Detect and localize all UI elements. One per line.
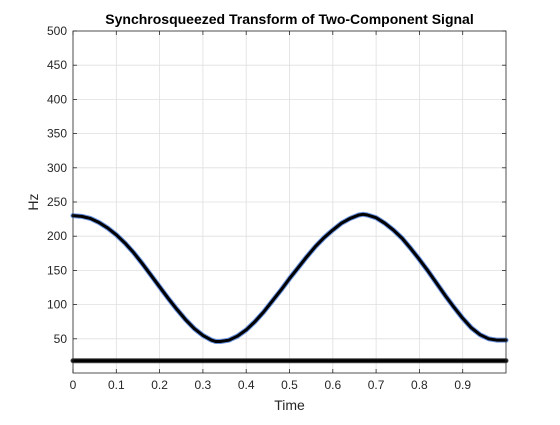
x-tick-label: 0.4 [238,378,255,392]
y-tick-label: 200 [47,229,67,243]
x-tick-label: 0.8 [411,378,428,392]
x-tick-label: 0.6 [324,378,341,392]
y-tick-label: 150 [47,263,67,277]
x-tick-label: 0.3 [195,378,212,392]
y-tick-label: 50 [54,332,68,346]
x-tick-label: 0.2 [151,378,168,392]
x-tick-label: 0 [70,378,77,392]
y-tick-label: 450 [47,58,67,72]
y-tick-label: 300 [47,161,67,175]
x-tick-label: 0.9 [454,378,471,392]
y-tick-label: 350 [47,127,67,141]
ticks: 0 0.1 0.2 0.3 0.4 0.5 0.6 0.7 0.8 0.9 50 100 150 200 2… [47,24,506,392]
y-tick-label: 250 [47,195,67,209]
x-tick-label: 0.5 [281,378,298,392]
y-tick-label: 500 [47,24,67,38]
series-layer [70,211,509,364]
y-axis-label: Hz [25,193,41,210]
y-tick-label: 100 [47,298,67,312]
x-tick-label: 0.1 [108,378,125,392]
y-tick-label: 400 [47,92,67,106]
x-tick-label: 0.7 [368,378,385,392]
chart-title: Synchrosqueezed Transform of Two-Compone… [105,11,473,27]
x-axis-label: Time [274,397,305,413]
series-line-0 [71,212,508,344]
